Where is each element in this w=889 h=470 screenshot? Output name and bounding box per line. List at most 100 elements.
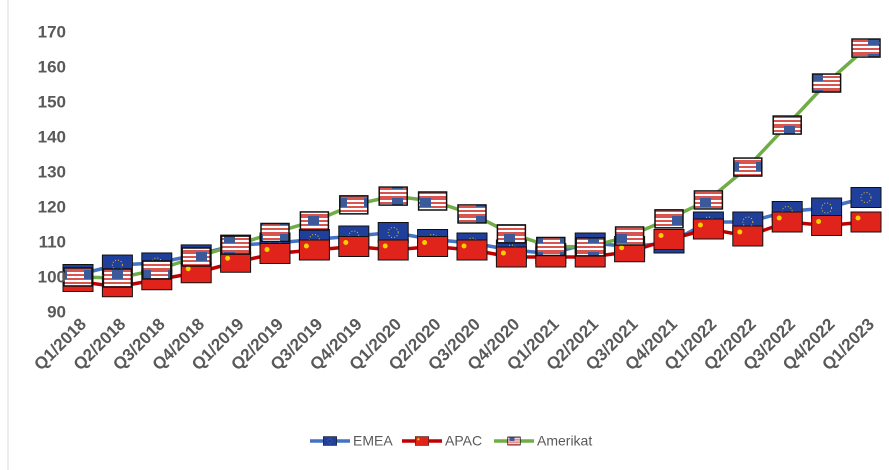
series-marker bbox=[654, 209, 684, 229]
flag bbox=[338, 236, 370, 257]
y-tick-label: 110 bbox=[39, 232, 66, 251]
flag-star bbox=[619, 245, 625, 251]
flag bbox=[733, 157, 763, 177]
flag-star bbox=[658, 233, 664, 238]
series-marker bbox=[338, 236, 370, 257]
flag bbox=[614, 226, 645, 246]
flag bbox=[377, 239, 409, 261]
y-tick-label: 130 bbox=[38, 162, 66, 181]
flag-star bbox=[225, 255, 231, 261]
flag bbox=[772, 115, 802, 135]
flag-star bbox=[343, 240, 349, 245]
flag bbox=[260, 222, 290, 243]
legend-label: EMEA bbox=[353, 433, 393, 449]
series-marker bbox=[63, 267, 93, 287]
series-marker bbox=[536, 236, 566, 257]
flag bbox=[811, 73, 842, 93]
y-tick-label: 150 bbox=[38, 92, 66, 111]
series-marker bbox=[733, 157, 763, 177]
flag-star bbox=[264, 247, 270, 252]
series-marker bbox=[851, 38, 881, 58]
flag bbox=[850, 211, 882, 233]
y-tick-label: 90 bbox=[47, 302, 66, 321]
flag bbox=[693, 190, 724, 210]
flag bbox=[811, 215, 843, 236]
flag bbox=[457, 204, 487, 224]
series-marker bbox=[142, 260, 172, 280]
flag bbox=[339, 195, 369, 215]
series-marker bbox=[496, 224, 527, 244]
flag bbox=[851, 38, 881, 58]
flag bbox=[417, 236, 449, 257]
series-marker bbox=[298, 239, 330, 261]
legend-marker bbox=[323, 436, 337, 446]
legend-marker bbox=[323, 436, 337, 446]
flag bbox=[495, 246, 527, 268]
legend-marker bbox=[415, 436, 429, 446]
legend-marker bbox=[415, 436, 429, 446]
flag bbox=[771, 211, 803, 233]
flag bbox=[181, 247, 211, 267]
flag bbox=[323, 436, 337, 446]
series-marker bbox=[417, 191, 448, 211]
series-marker bbox=[850, 211, 882, 233]
series-marker bbox=[457, 204, 487, 224]
flag-star bbox=[500, 250, 506, 256]
series-marker bbox=[732, 225, 764, 247]
flag bbox=[507, 436, 521, 446]
flag-star bbox=[461, 243, 467, 249]
legend-marker bbox=[507, 436, 521, 446]
flag-stars bbox=[111, 259, 123, 271]
flag bbox=[63, 267, 93, 287]
flag-star bbox=[382, 243, 388, 249]
series-marker bbox=[614, 226, 645, 246]
y-tick-label: 120 bbox=[38, 197, 66, 216]
flag-stars bbox=[327, 438, 333, 444]
flag-star bbox=[697, 222, 703, 228]
flag-stars bbox=[742, 216, 754, 228]
series-marker bbox=[377, 239, 409, 261]
flag-star bbox=[422, 240, 428, 245]
flag-stars bbox=[387, 227, 399, 238]
flag-stars bbox=[821, 202, 833, 214]
flag-star bbox=[303, 243, 309, 249]
legend-marker bbox=[507, 436, 521, 446]
legend-item: EMEA bbox=[310, 433, 393, 449]
series-marker bbox=[417, 236, 449, 257]
flag bbox=[692, 218, 724, 240]
flag bbox=[102, 268, 133, 288]
series-marker bbox=[575, 237, 605, 257]
series-marker bbox=[259, 243, 291, 264]
series-marker bbox=[378, 186, 408, 206]
flag bbox=[299, 211, 330, 231]
flag bbox=[259, 243, 291, 264]
legend-label: Amerikat bbox=[537, 433, 592, 449]
legend-item: APAC bbox=[402, 433, 482, 449]
flag bbox=[653, 229, 685, 250]
flag-stars bbox=[860, 192, 872, 203]
series-marker bbox=[692, 218, 724, 240]
flag bbox=[220, 235, 251, 255]
series-marker bbox=[339, 195, 369, 215]
y-tick-label: 100 bbox=[38, 267, 66, 286]
flag bbox=[496, 224, 527, 244]
flag bbox=[456, 239, 488, 261]
series-marker bbox=[811, 73, 842, 93]
series-marker bbox=[653, 229, 685, 250]
series-marker bbox=[693, 190, 724, 210]
flag bbox=[732, 225, 764, 247]
series-marker bbox=[771, 211, 803, 233]
series-marker bbox=[495, 246, 527, 268]
series-marker bbox=[181, 247, 211, 267]
series-marker bbox=[811, 215, 843, 236]
flag bbox=[142, 260, 172, 280]
series-marker bbox=[220, 235, 251, 255]
series-marker bbox=[772, 115, 802, 135]
flag-star bbox=[737, 229, 743, 235]
series-marker bbox=[220, 251, 252, 273]
flag bbox=[378, 186, 408, 206]
legend-label: APAC bbox=[445, 433, 482, 449]
flag bbox=[536, 236, 566, 257]
flag bbox=[417, 191, 448, 211]
